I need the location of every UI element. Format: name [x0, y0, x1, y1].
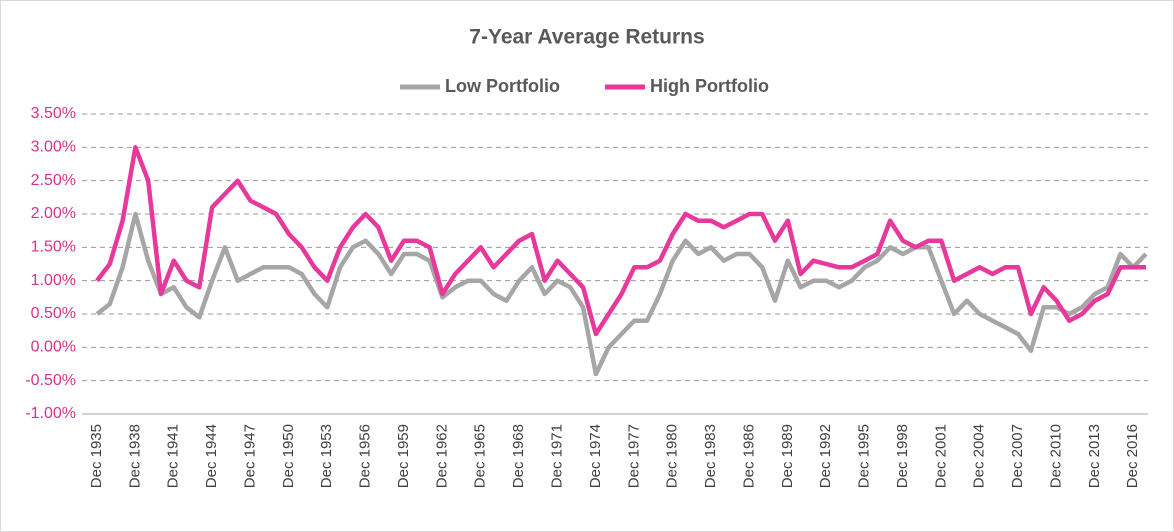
x-tick-label: Dec 1989: [779, 424, 796, 488]
data-line: [95, 211, 1148, 377]
y-tick-label: 1.50%: [31, 239, 76, 256]
x-tick-label: Dec 1983: [702, 424, 719, 488]
x-tick-label: Dec 1956: [357, 424, 374, 488]
x-tick-label: Dec 1959: [395, 424, 412, 488]
legend-label: High Portfolio: [650, 76, 769, 96]
chart-title: 7-Year Average Returns: [469, 26, 704, 49]
x-tick-label: Dec 2007: [1009, 424, 1026, 488]
x-tick-label: Dec 1995: [856, 424, 873, 488]
y-tick-label: 2.00%: [31, 205, 76, 222]
x-tick-label: Dec 1998: [894, 424, 911, 488]
x-tick-label: Dec 1980: [664, 424, 681, 488]
x-tick-label: Dec 1947: [241, 424, 258, 488]
y-tick-label: 0.00%: [31, 339, 76, 356]
x-tick-label: Dec 2010: [1047, 424, 1064, 488]
y-tick-label: 3.50%: [31, 105, 76, 122]
x-tick-label: Dec 1962: [433, 424, 450, 488]
x-tick-label: Dec 1965: [472, 424, 489, 488]
y-tick-label: 3.00%: [31, 139, 76, 156]
x-tick-label: Dec 1935: [88, 424, 105, 488]
x-tick-label: Dec 2013: [1086, 424, 1103, 488]
x-tick-label: Dec 1986: [740, 424, 757, 488]
x-tick-label: Dec 1971: [549, 424, 566, 488]
x-tick-label: Dec 1992: [817, 424, 834, 488]
y-tick-label: -0.50%: [25, 372, 76, 389]
legend-label: Low Portfolio: [445, 76, 560, 96]
data-line: [95, 145, 1146, 337]
x-tick-label: Dec 1944: [203, 424, 220, 488]
x-tick-label: Dec 1974: [587, 424, 604, 488]
x-tick-label: Dec 1938: [126, 424, 143, 488]
x-tick-label: Dec 1968: [510, 424, 527, 488]
y-tick-label: 1.00%: [31, 272, 76, 289]
x-tick-label: Dec 2004: [971, 424, 988, 488]
x-tick-label: Dec 1941: [165, 424, 182, 488]
x-tick-label: Dec 1977: [625, 424, 642, 488]
x-tick-label: Dec 1950: [280, 424, 297, 488]
y-tick-label: -1.00%: [25, 405, 76, 422]
y-tick-label: 0.50%: [31, 305, 76, 322]
y-tick-label: 2.50%: [31, 172, 76, 189]
x-tick-label: Dec 1953: [318, 424, 335, 488]
x-tick-label: Dec 2001: [932, 424, 949, 488]
x-tick-label: Dec 2016: [1124, 424, 1141, 488]
